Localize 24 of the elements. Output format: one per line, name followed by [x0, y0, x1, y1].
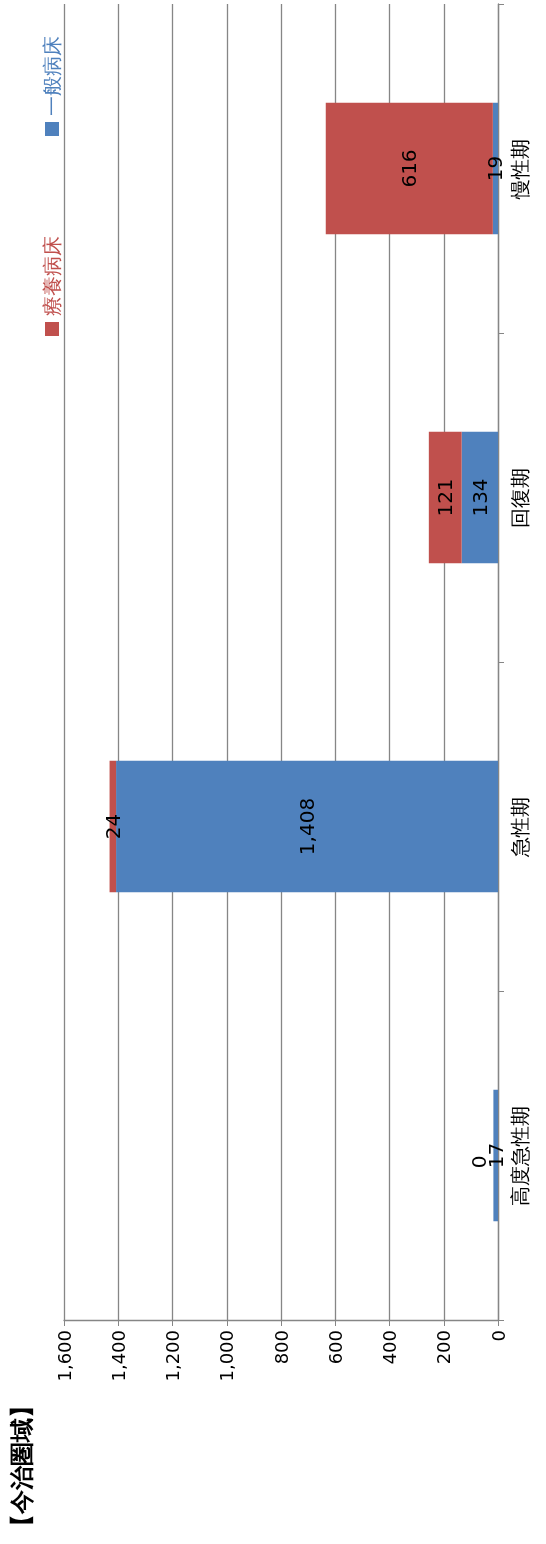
x-tick-label: 400	[379, 1330, 400, 1365]
x-tick-label: 0	[487, 1330, 509, 1342]
x-tick-label: 1,600	[53, 1330, 75, 1382]
data-label: 616	[397, 149, 422, 188]
bar	[428, 431, 462, 564]
bar	[461, 431, 498, 564]
x-tick-label: 1,400	[107, 1330, 129, 1382]
data-label: 121	[433, 478, 458, 517]
x-tick-label: 1,200	[162, 1330, 183, 1382]
data-label: 1,408	[295, 797, 320, 856]
text: 【今治圏域】	[7, 1394, 37, 1538]
y-tick-label: 慢性期	[508, 138, 532, 200]
y-tick-label: 高度急性期	[508, 1105, 532, 1206]
text: 一般病床	[40, 36, 64, 116]
x-tick-label: 1,000	[216, 1330, 238, 1382]
text: 療養病床	[40, 236, 64, 316]
data-label: 19	[483, 155, 508, 182]
x-tick-label: 800	[270, 1330, 292, 1365]
data-label: 24	[100, 813, 125, 840]
y-tick-label: 回復期	[508, 467, 532, 528]
data-label: 134	[467, 478, 492, 517]
x-tick-label: 200	[433, 1330, 455, 1365]
x-tick-label: 600	[324, 1330, 346, 1365]
y-tick-label: 急性期	[508, 796, 532, 858]
